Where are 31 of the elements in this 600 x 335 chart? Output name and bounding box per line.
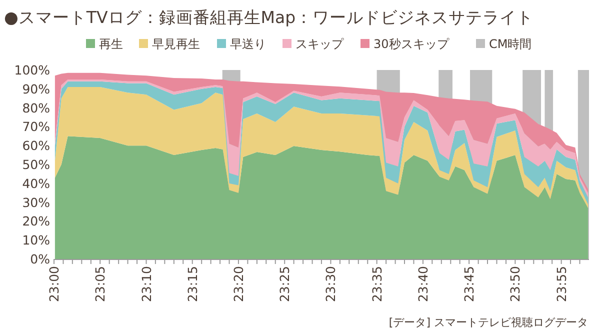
x-tick-label: 23:40 <box>415 266 430 302</box>
y-tick-label: 10% <box>22 232 50 248</box>
legend-label: CM時間 <box>489 37 532 51</box>
y-tick-label: 80% <box>22 100 50 116</box>
y-tick-label: 90% <box>22 81 50 96</box>
y-tick-label: 60% <box>22 138 50 154</box>
x-tick-label: 23:05 <box>92 266 108 302</box>
y-tick-label: 30% <box>22 194 50 210</box>
legend-label: スキップ <box>296 37 344 51</box>
y-tick-label: 20% <box>22 214 50 229</box>
legend-label: 早見再生 <box>152 37 200 51</box>
y-tick-label: 100% <box>14 62 50 78</box>
x-tick-label: 23:35 <box>369 266 384 302</box>
y-tick-label: 50% <box>22 157 50 172</box>
x-tick-label: 23:50 <box>508 266 523 302</box>
x-tick-label: 23:25 <box>277 266 292 302</box>
y-tick-label: 70% <box>22 119 50 134</box>
x-tick-label: 23:15 <box>184 266 200 302</box>
y-tick-label: 0% <box>30 252 50 266</box>
x-tick-label: 23:45 <box>462 266 477 302</box>
x-tick-label: 23:30 <box>323 266 338 302</box>
text: [データ] スマートテレビ視聴ログデータ <box>388 316 588 329</box>
x-tick-label: 23:55 <box>554 266 569 302</box>
legend-label: 早送り <box>230 37 266 51</box>
x-tick-label: 23:20 <box>230 266 246 302</box>
y-tick-label: 40% <box>22 176 50 191</box>
legend-label: 30秒スキップ <box>374 37 450 51</box>
x-tick-label: 23:00 <box>46 266 62 302</box>
chart-title: ●スマートTVログ：録画番組再生Map：ワールドビジネスサテライト <box>4 8 534 27</box>
x-tick-label: 23:10 <box>138 266 154 302</box>
legend-label: 再生 <box>99 37 123 51</box>
